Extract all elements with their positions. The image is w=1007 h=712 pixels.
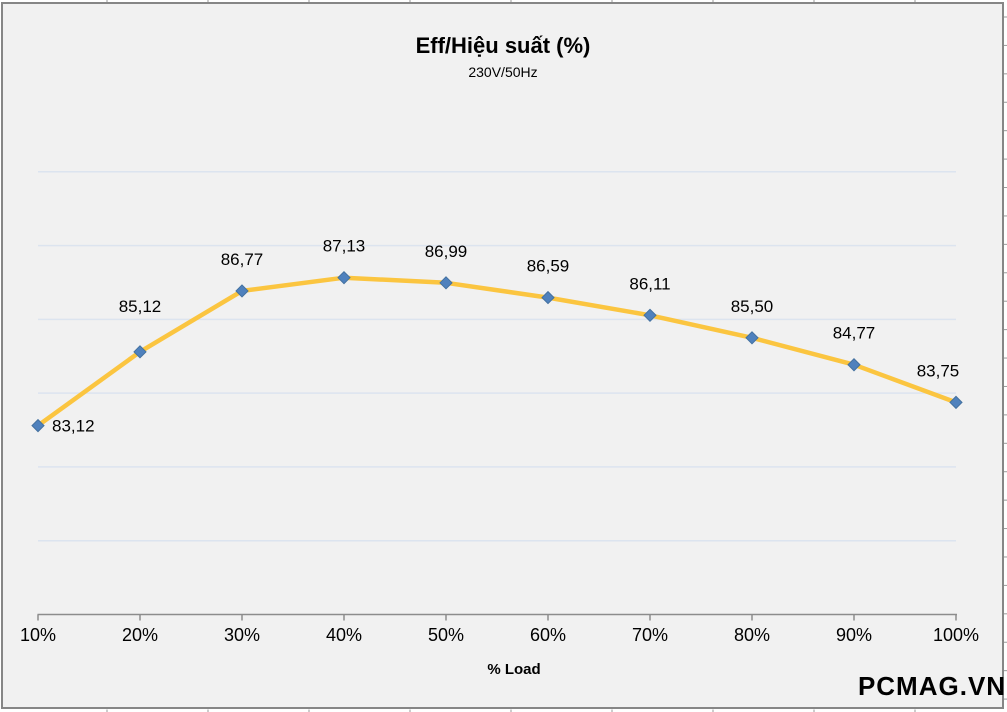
data-label: 86,99 xyxy=(425,242,468,261)
data-point-marker xyxy=(235,284,249,298)
x-tick-label: 80% xyxy=(734,625,770,645)
data-label: 85,12 xyxy=(119,297,162,316)
data-label: 83,12 xyxy=(52,417,95,436)
data-point-marker xyxy=(745,331,759,345)
series-line xyxy=(35,275,959,428)
data-label: 87,13 xyxy=(323,237,366,256)
data-point-marker xyxy=(847,358,861,372)
x-axis-title: % Load xyxy=(487,661,540,678)
data-label: 86,77 xyxy=(221,250,264,269)
x-tick-label: 100% xyxy=(933,625,979,645)
gridlines xyxy=(38,171,956,542)
x-tick-label: 10% xyxy=(20,625,56,645)
x-tick-label: 40% xyxy=(326,625,362,645)
x-tick-label: 90% xyxy=(836,625,872,645)
x-axis xyxy=(37,613,957,621)
data-point-marker xyxy=(949,395,963,410)
watermark: PCMAG.VN xyxy=(858,671,1006,701)
x-tick-label: 30% xyxy=(224,625,260,645)
x-tick-label: 50% xyxy=(428,625,464,645)
data-labels: 83,12 85,12 86,77 87,13 86,99 86,59 86,11 85,50… xyxy=(52,237,959,436)
data-label: 86,59 xyxy=(527,257,570,276)
data-point-marker xyxy=(337,270,351,285)
series-line-group xyxy=(35,275,959,428)
data-label: 84,77 xyxy=(833,324,876,343)
x-tick-label: 60% xyxy=(530,625,566,645)
data-point-marker xyxy=(439,276,453,290)
chart-subtitle: 230V/50Hz xyxy=(468,64,537,80)
data-point-marker xyxy=(643,308,657,323)
x-tick-label: 20% xyxy=(122,625,158,645)
data-point-markers xyxy=(31,270,963,433)
data-label: 86,11 xyxy=(629,274,670,293)
x-tick-label: 70% xyxy=(632,625,668,645)
data-label: 83,75 xyxy=(917,361,960,380)
data-point-marker xyxy=(541,290,555,305)
chart-title: Eff/Hiệu suất (%) xyxy=(416,33,591,58)
data-point-marker xyxy=(133,345,147,359)
data-point-marker xyxy=(31,418,45,433)
data-label: 85,50 xyxy=(731,297,774,316)
x-axis-labels: 10% 20% 30% 40% 50% 60% 70% 80% 90% 100% xyxy=(20,625,979,645)
